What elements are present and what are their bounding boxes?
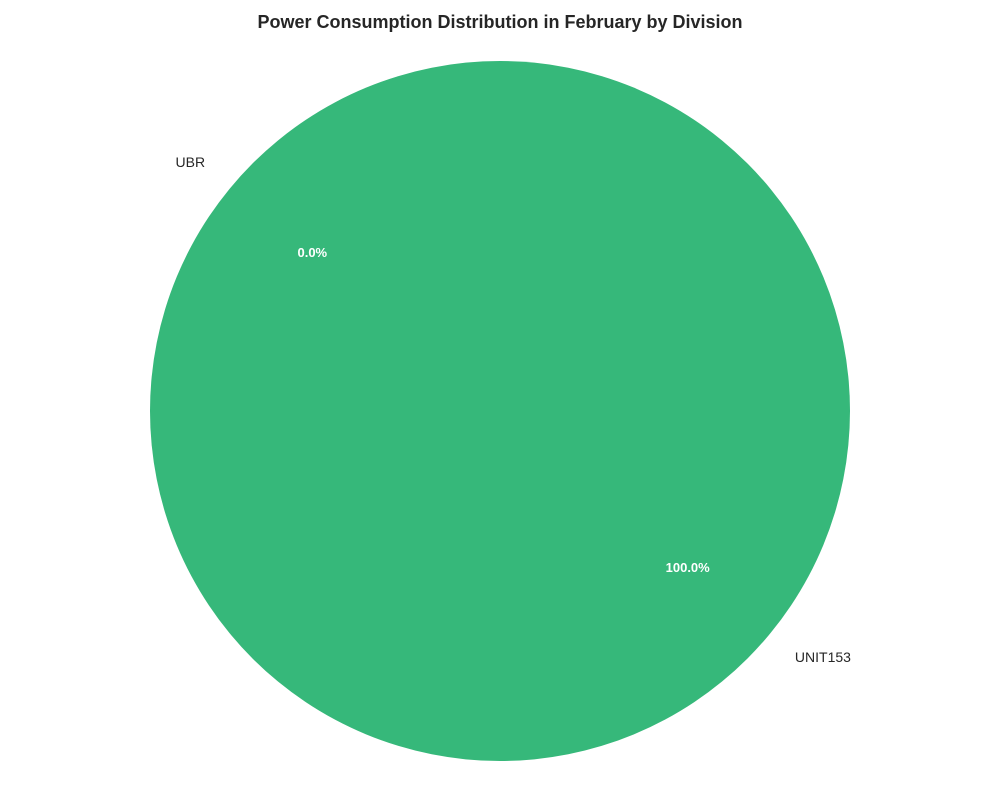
pie-labels: UBR 0.0% UNIT153 100.0% bbox=[176, 154, 852, 665]
chart-title: Power Consumption Distribution in Februa… bbox=[257, 12, 742, 32]
slice-label-unit153: UNIT153 bbox=[795, 649, 851, 665]
pie-slice-unit153 bbox=[150, 61, 850, 761]
slice-label-ubr: UBR bbox=[176, 154, 206, 170]
percent-label-ubr: 0.0% bbox=[297, 245, 327, 260]
pie-slices bbox=[150, 61, 850, 761]
percent-label-unit153: 100.0% bbox=[666, 560, 711, 575]
